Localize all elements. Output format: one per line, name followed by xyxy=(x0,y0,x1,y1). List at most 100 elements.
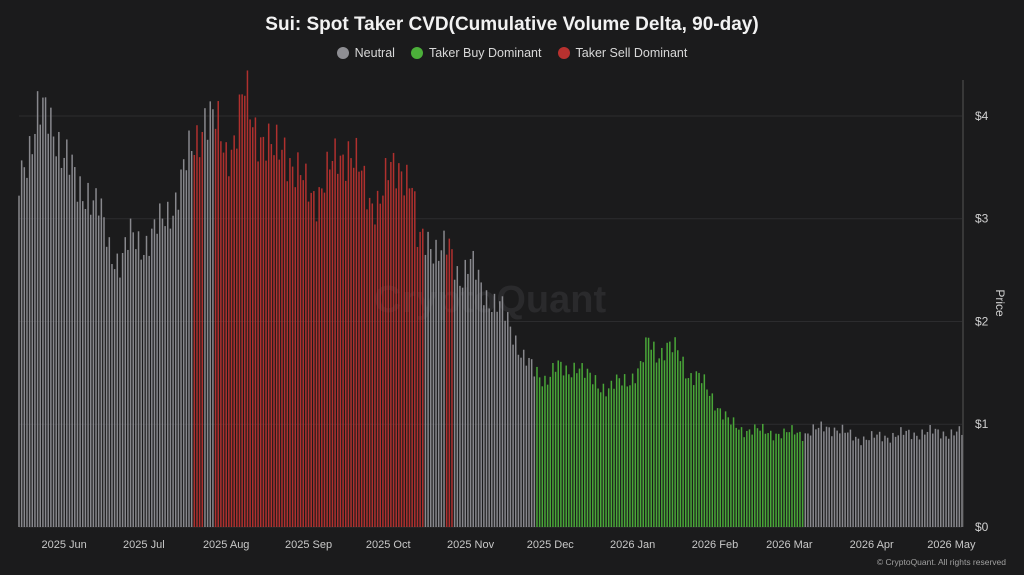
price-bar xyxy=(756,428,759,527)
price-bar xyxy=(602,383,605,527)
price-bar xyxy=(403,195,405,528)
price-bar xyxy=(767,433,769,527)
y-axis-title: Price xyxy=(993,289,1007,317)
price-bar xyxy=(754,424,756,527)
price-bar xyxy=(180,169,182,528)
price-bar xyxy=(111,264,113,527)
price-bar xyxy=(663,360,666,527)
price-bar xyxy=(509,326,512,527)
price-bar xyxy=(321,188,323,527)
price-bar xyxy=(459,285,461,527)
price-bar xyxy=(793,434,796,527)
price-bar xyxy=(700,383,703,527)
price-bar xyxy=(278,159,281,527)
price-bar xyxy=(671,352,674,527)
price-bar xyxy=(642,362,644,527)
price-bar xyxy=(214,128,217,527)
price-bar xyxy=(63,157,65,527)
price-bar xyxy=(908,429,910,527)
price-bar xyxy=(350,158,352,527)
chart-legend: Neutral Taker Buy Dominant Taker Sell Do… xyxy=(0,46,1024,60)
price-bar xyxy=(483,305,485,527)
price-bar xyxy=(714,410,716,527)
price-bar xyxy=(902,434,905,527)
price-bar xyxy=(267,123,270,528)
price-bar xyxy=(82,201,84,527)
price-bar xyxy=(84,208,87,527)
x-tick-label: 2026 Mar xyxy=(766,539,813,551)
price-bar xyxy=(140,259,142,527)
legend-item-neutral[interactable]: Neutral xyxy=(336,46,395,60)
price-bar xyxy=(475,279,477,527)
price-bar xyxy=(97,215,100,527)
price-bar xyxy=(716,408,719,527)
price-bar xyxy=(605,396,607,527)
price-bar xyxy=(448,238,451,527)
price-bar xyxy=(538,377,541,527)
price-bar xyxy=(955,431,958,527)
price-bar xyxy=(193,154,196,528)
price-bar xyxy=(886,437,889,527)
price-bar xyxy=(809,435,812,527)
price-bar xyxy=(645,337,647,527)
price-bar xyxy=(732,417,735,527)
price-bar xyxy=(910,439,913,527)
price-bar xyxy=(201,131,204,527)
price-bar xyxy=(499,301,501,527)
price-bar xyxy=(626,386,629,527)
x-tick-label: 2026 Apr xyxy=(850,539,894,551)
legend-swatch-taker-buy xyxy=(410,47,423,59)
price-bar xyxy=(257,161,259,528)
price-bar xyxy=(281,149,283,527)
price-bar xyxy=(89,214,92,528)
legend-item-taker-sell[interactable]: Taker Sell Dominant xyxy=(557,46,688,60)
price-bar xyxy=(724,411,727,527)
price-bar xyxy=(618,378,621,527)
price-bar xyxy=(220,141,222,527)
price-bar xyxy=(339,155,342,528)
chart-title: Sui: Spot Taker CVD(Cumulative Volume De… xyxy=(265,14,759,35)
price-bar xyxy=(164,226,166,527)
price-bar xyxy=(884,435,886,527)
price-bar xyxy=(913,432,915,527)
price-bar xyxy=(252,127,254,527)
price-bar xyxy=(371,203,374,527)
price-bar xyxy=(541,386,544,527)
price-bar xyxy=(777,433,780,527)
price-bar xyxy=(206,139,209,527)
price-bar xyxy=(783,428,785,527)
price-bar xyxy=(477,269,480,527)
price-bar xyxy=(852,440,854,527)
price-bar xyxy=(536,366,538,527)
price-bar xyxy=(161,218,164,527)
price-bar xyxy=(892,432,894,527)
price-bar xyxy=(621,385,623,527)
price-bar xyxy=(387,180,389,528)
x-tick-label: 2025 Sep xyxy=(285,539,332,551)
price-bar xyxy=(103,217,105,528)
price-bar xyxy=(400,171,403,528)
price-bar xyxy=(342,154,344,527)
price-bar xyxy=(586,368,589,527)
price-bar xyxy=(437,260,440,527)
price-bar xyxy=(384,158,387,527)
price-bar xyxy=(692,385,695,527)
legend-label-taker-sell: Taker Sell Dominant xyxy=(575,46,688,60)
price-bar xyxy=(451,249,453,527)
price-bar xyxy=(148,255,150,527)
price-bar xyxy=(533,376,536,527)
legend-item-taker-buy[interactable]: Taker Buy Dominant xyxy=(410,46,542,60)
price-bar xyxy=(34,133,36,528)
price-bar xyxy=(812,424,814,527)
price-bar xyxy=(507,312,509,527)
price-bar xyxy=(769,430,772,527)
x-tick-label: 2025 Oct xyxy=(366,539,411,551)
price-bar xyxy=(108,237,111,527)
price-bar xyxy=(576,373,578,527)
price-bar xyxy=(42,97,44,527)
price-bar xyxy=(613,388,615,527)
price-bar xyxy=(894,436,897,527)
x-tick-label: 2026 Feb xyxy=(692,539,738,551)
price-bar xyxy=(398,163,400,527)
price-bar xyxy=(932,433,934,527)
